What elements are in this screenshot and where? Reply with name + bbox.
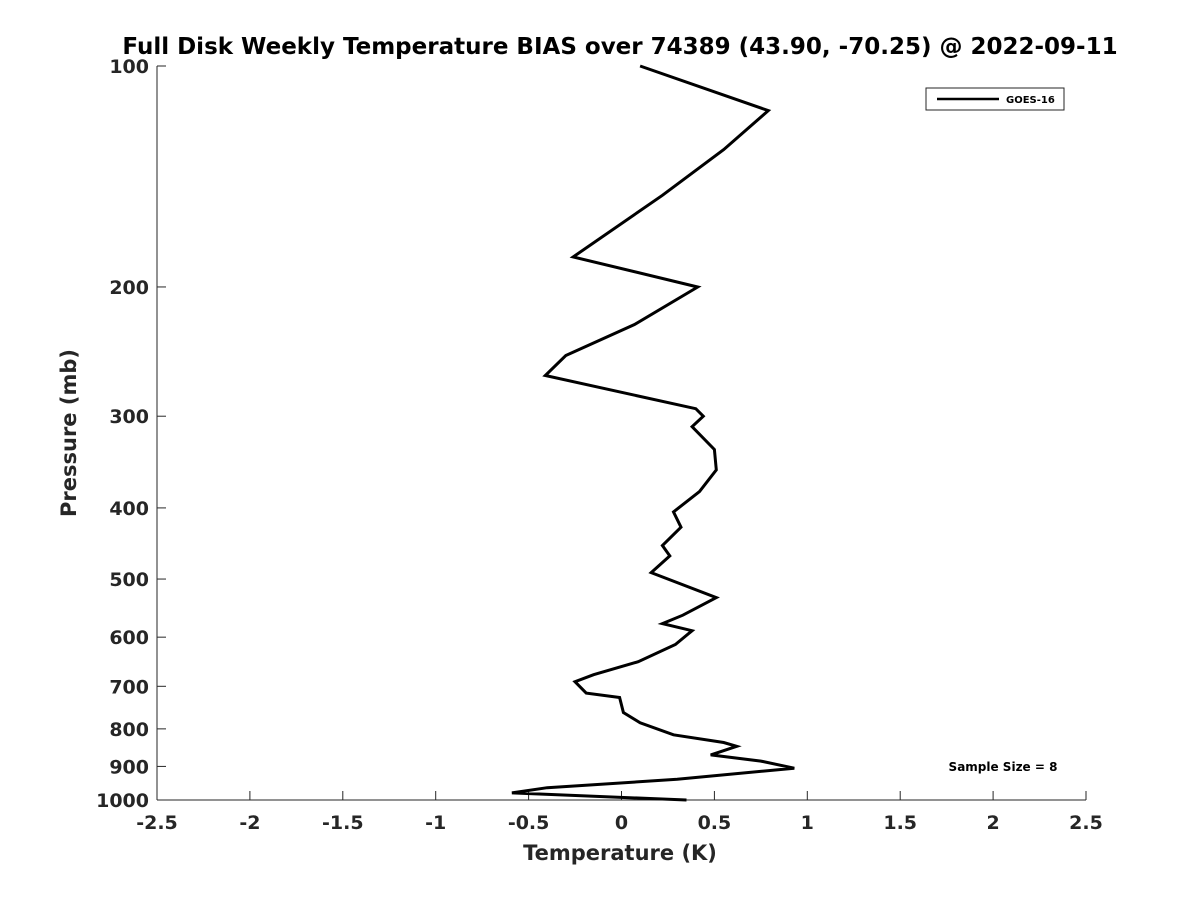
sample-size-annotation: Sample Size = 8 <box>949 760 1058 774</box>
x-tick-label: 2.5 <box>1069 812 1103 834</box>
series-line-goes-16 <box>511 64 795 802</box>
plot-area <box>156 66 1086 801</box>
legend: GOES-16 <box>925 87 1065 111</box>
y-tick-label: 200 <box>109 277 149 299</box>
legend-label-goes-16: GOES-16 <box>1006 95 1055 106</box>
y-ticks: 100 200 300 400 500 600 700 800 900 1000 <box>96 56 166 812</box>
y-tick-label: 400 <box>109 498 149 520</box>
y-axis-label: Pressure (mb) <box>57 349 81 517</box>
x-tick-label: 1.5 <box>883 812 917 834</box>
y-tick-label: 1000 <box>96 790 149 812</box>
y-tick-label: 600 <box>109 627 149 649</box>
y-tick-label: 800 <box>109 719 149 741</box>
x-tick-label: 1 <box>801 812 814 834</box>
chart-title: Full Disk Weekly Temperature BIAS over 7… <box>122 34 1117 60</box>
x-tick-label: 2 <box>986 812 999 834</box>
x-ticks: -2.5 -2 -1.5 -1 -0.5 0 0.5 1 1.5 2 2.5 <box>136 791 1103 834</box>
y-tick-label: 700 <box>109 676 149 698</box>
x-tick-label: 0.5 <box>698 812 732 834</box>
x-axis-label: Temperature (K) <box>523 841 717 865</box>
x-tick-label: -2.5 <box>136 812 178 834</box>
x-tick-label: -1 <box>425 812 446 834</box>
y-tick-label: 500 <box>109 569 149 591</box>
y-tick-label: 300 <box>109 406 149 428</box>
x-tick-label: 0 <box>615 812 628 834</box>
x-tick-label: -2 <box>239 812 260 834</box>
y-tick-label: 900 <box>109 756 149 778</box>
y-tick-label: 100 <box>109 56 149 78</box>
x-tick-label: -0.5 <box>508 812 550 834</box>
x-tick-label: -1.5 <box>322 812 364 834</box>
series-layer <box>511 64 795 802</box>
